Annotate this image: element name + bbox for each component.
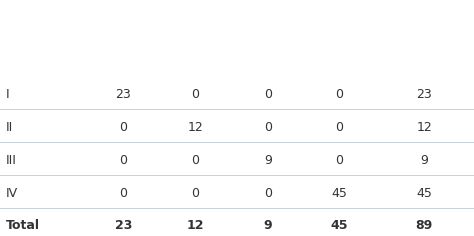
Text: I: I	[121, 49, 126, 62]
Text: 0: 0	[191, 186, 200, 199]
Text: 9: 9	[420, 154, 428, 167]
Text: Total: Total	[6, 219, 40, 232]
Text: 23: 23	[416, 88, 432, 101]
Text: 0: 0	[264, 88, 272, 101]
Text: 0: 0	[264, 186, 272, 199]
Text: 45: 45	[330, 219, 347, 232]
Text: 0: 0	[335, 121, 343, 134]
Text: IV: IV	[6, 186, 18, 199]
Text: 45: 45	[416, 186, 432, 199]
Text: 45: 45	[331, 186, 347, 199]
Text: 9: 9	[264, 154, 272, 167]
Text: 12: 12	[187, 219, 204, 232]
Text: 12: 12	[188, 121, 203, 134]
Text: TOTAL: TOTAL	[402, 49, 447, 62]
Text: 0: 0	[119, 186, 127, 199]
Text: 0: 0	[264, 121, 272, 134]
Text: III: III	[261, 49, 274, 62]
Text: 12: 12	[416, 121, 432, 134]
Text: III: III	[6, 154, 17, 167]
Text: II: II	[191, 49, 200, 62]
Text: 0: 0	[335, 88, 343, 101]
Text: 0: 0	[191, 154, 200, 167]
Text: 0: 0	[335, 154, 343, 167]
Text: 0: 0	[119, 154, 127, 167]
Text: BMB + PET/CT: BMB + PET/CT	[6, 11, 111, 24]
Text: PET/CT: PET/CT	[6, 49, 55, 62]
Text: 9: 9	[264, 219, 272, 232]
Text: 23: 23	[115, 88, 131, 101]
Text: 23: 23	[115, 219, 132, 232]
Text: 89: 89	[416, 219, 433, 232]
Text: 0: 0	[191, 88, 200, 101]
Text: II: II	[6, 121, 13, 134]
Text: V: V	[334, 49, 344, 62]
Text: 0: 0	[119, 121, 127, 134]
Text: I: I	[6, 88, 10, 101]
